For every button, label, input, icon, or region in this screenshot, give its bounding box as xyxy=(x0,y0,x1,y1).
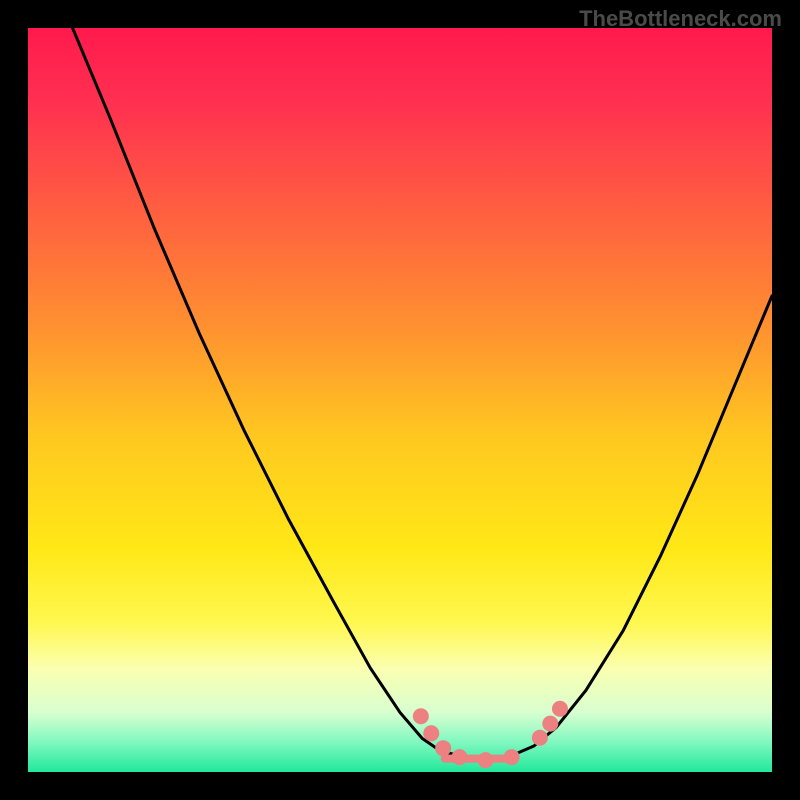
chart-marker xyxy=(552,701,568,717)
chart-marker xyxy=(478,752,494,768)
chart-background xyxy=(28,28,772,772)
chart-marker xyxy=(423,725,439,741)
watermark-text: TheBottleneck.com xyxy=(579,6,782,32)
chart-marker xyxy=(435,740,451,756)
plot-area xyxy=(28,28,772,772)
chart-marker xyxy=(532,730,548,746)
chart-marker xyxy=(413,708,429,724)
chart-svg xyxy=(28,28,772,772)
chart-marker xyxy=(452,749,468,765)
chart-marker xyxy=(504,749,520,765)
chart-marker xyxy=(542,716,558,732)
